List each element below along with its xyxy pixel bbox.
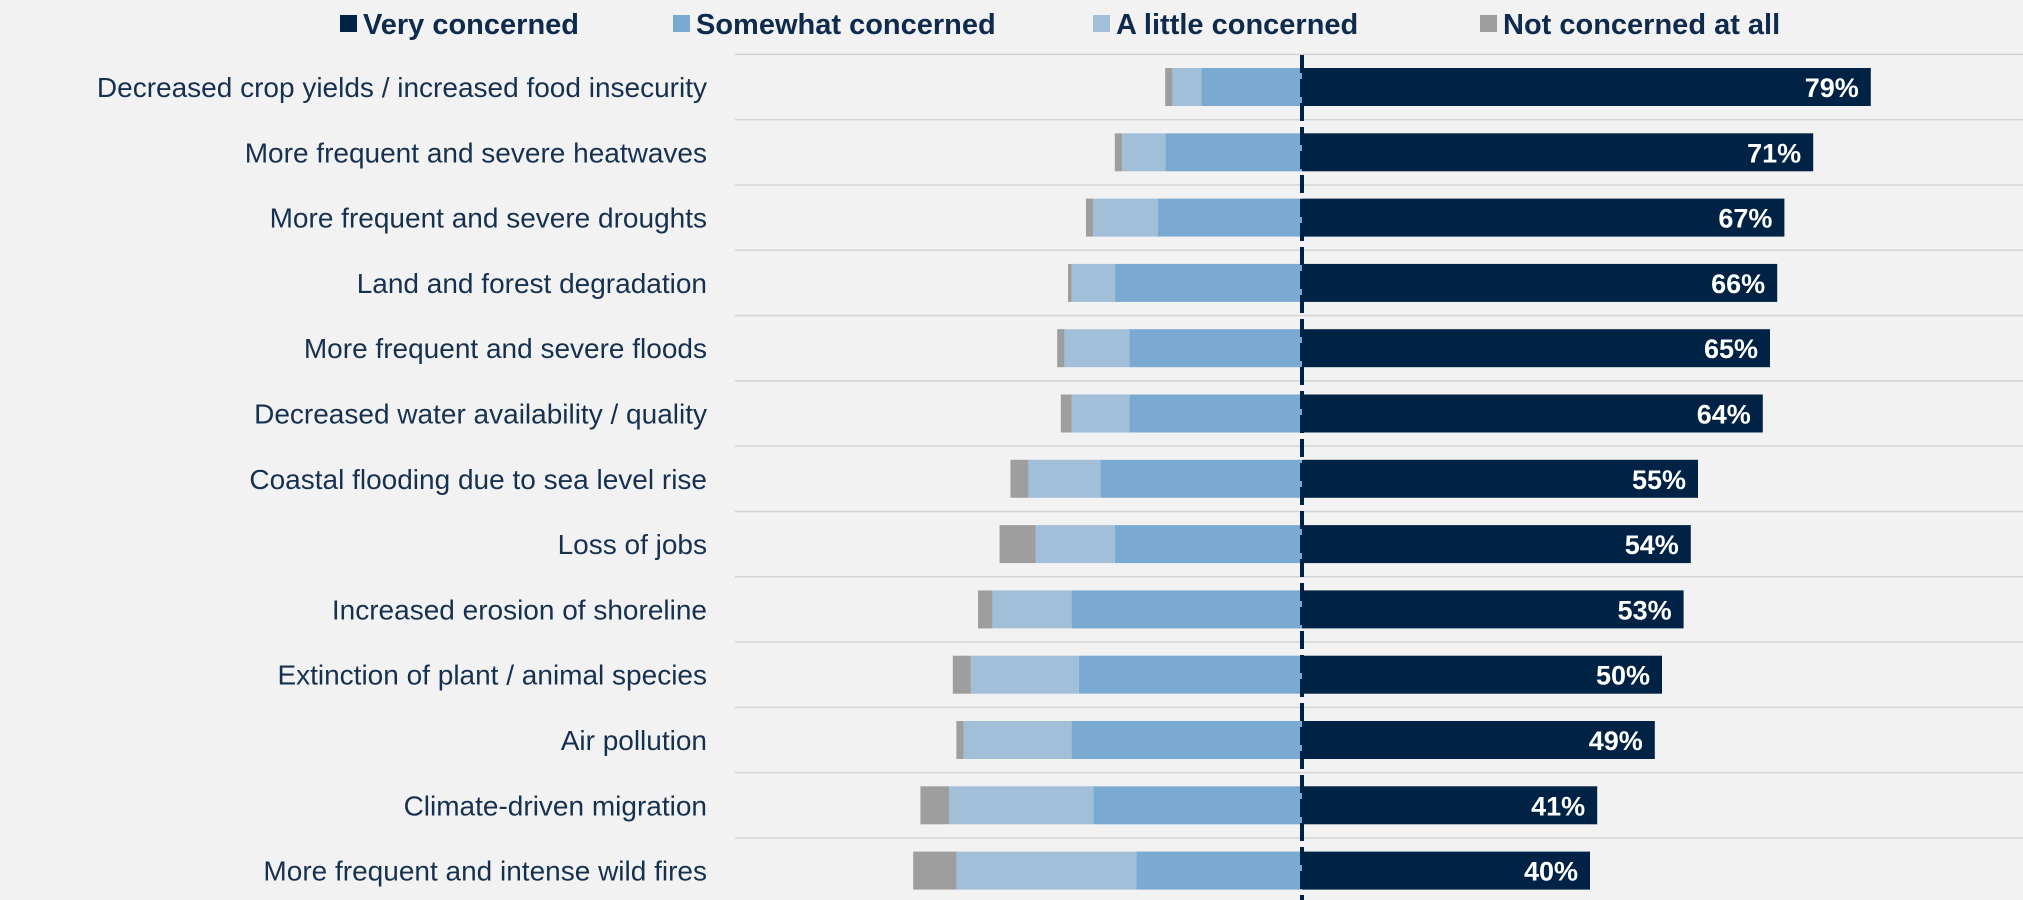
category-label-2: More frequent and severe droughts xyxy=(270,203,707,234)
bar-not-concerned-at-all-3 xyxy=(1068,263,1072,302)
category-label-6: Coastal flooding due to sea level rise xyxy=(249,464,707,495)
category-label-1: More frequent and severe heatwaves xyxy=(245,137,707,168)
bar-somewhat-concerned-12 xyxy=(1136,851,1302,890)
bar-not-concerned-at-all-4 xyxy=(1057,329,1065,368)
value-label-9: 50% xyxy=(1596,661,1650,691)
bar-not-concerned-at-all-12 xyxy=(913,851,957,890)
value-label-2: 67% xyxy=(1718,204,1772,234)
legend-label-0: Very concerned xyxy=(363,9,579,41)
bar-very-concerned-0 xyxy=(1302,68,1871,106)
bar-somewhat-concerned-11 xyxy=(1093,786,1302,825)
bar-very-concerned-10 xyxy=(1302,721,1655,759)
bar-not-concerned-at-all-9 xyxy=(952,655,971,694)
bar-not-concerned-at-all-0 xyxy=(1165,68,1173,106)
bar-a-little-concerned-6 xyxy=(1028,459,1101,498)
category-label-3: Land and forest degradation xyxy=(357,268,707,299)
bar-a-little-concerned-3 xyxy=(1071,263,1115,302)
legend-label-3: Not concerned at all xyxy=(1503,9,1780,41)
legend-label-1: Somewhat concerned xyxy=(696,9,996,41)
category-label-10: Air pollution xyxy=(561,725,707,756)
bar-somewhat-concerned-8 xyxy=(1071,590,1302,629)
value-label-7: 54% xyxy=(1625,530,1679,560)
bar-not-concerned-at-all-1 xyxy=(1114,133,1122,172)
bar-series: 79% 71% 67% 66% 65% 64% 55% 54% 53% 50% 49% 41% 40% xyxy=(913,68,1871,890)
bar-very-concerned-9 xyxy=(1302,655,1662,694)
value-label-8: 53% xyxy=(1618,595,1672,625)
bar-a-little-concerned-1 xyxy=(1122,133,1166,172)
bar-somewhat-concerned-6 xyxy=(1100,459,1302,498)
bar-very-concerned-12 xyxy=(1302,851,1590,890)
bar-a-little-concerned-5 xyxy=(1071,394,1130,433)
bar-very-concerned-5 xyxy=(1302,394,1763,433)
category-label-7: Loss of jobs xyxy=(558,529,707,560)
bar-a-little-concerned-7 xyxy=(1035,525,1115,564)
bar-not-concerned-at-all-11 xyxy=(920,786,950,825)
category-label-11: Climate-driven migration xyxy=(404,790,707,821)
bar-not-concerned-at-all-7 xyxy=(999,525,1036,564)
value-label-1: 71% xyxy=(1747,138,1801,168)
chart-legend: Very concerned Somewhat concerned A little… xyxy=(340,9,1780,41)
legend-swatch-0 xyxy=(340,15,357,32)
bar-somewhat-concerned-2 xyxy=(1158,198,1302,237)
gridlines xyxy=(735,53,2023,839)
bar-not-concerned-at-all-2 xyxy=(1086,198,1094,237)
value-label-3: 66% xyxy=(1711,269,1765,299)
value-label-5: 64% xyxy=(1697,400,1751,430)
value-label-10: 49% xyxy=(1589,726,1643,756)
bar-somewhat-concerned-3 xyxy=(1114,263,1302,302)
legend-swatch-3 xyxy=(1480,15,1497,32)
bar-a-little-concerned-4 xyxy=(1064,329,1130,368)
category-label-5: Decreased water availability / quality xyxy=(254,399,707,430)
bar-somewhat-concerned-10 xyxy=(1071,721,1302,759)
bar-somewhat-concerned-0 xyxy=(1201,68,1302,106)
legend-swatch-1 xyxy=(673,15,690,32)
bar-very-concerned-6 xyxy=(1302,459,1698,498)
bar-very-concerned-4 xyxy=(1302,329,1770,368)
bar-somewhat-concerned-4 xyxy=(1129,329,1302,368)
bar-somewhat-concerned-1 xyxy=(1165,133,1302,172)
bar-a-little-concerned-12 xyxy=(956,851,1137,890)
category-label-9: Extinction of plant / animal species xyxy=(277,660,707,691)
category-label-12: More frequent and intense wild fires xyxy=(263,856,707,887)
value-label-0: 79% xyxy=(1805,73,1859,103)
bar-very-concerned-11 xyxy=(1302,786,1598,825)
bar-a-little-concerned-11 xyxy=(949,786,1094,825)
bar-not-concerned-at-all-5 xyxy=(1060,394,1072,433)
legend-label-2: A little concerned xyxy=(1116,9,1358,41)
value-label-12: 40% xyxy=(1524,857,1578,887)
bar-very-concerned-7 xyxy=(1302,525,1691,564)
bar-very-concerned-1 xyxy=(1302,133,1814,172)
bar-very-concerned-8 xyxy=(1302,590,1684,629)
category-label-4: More frequent and severe floods xyxy=(304,333,707,364)
bar-a-little-concerned-8 xyxy=(992,590,1072,629)
bar-not-concerned-at-all-10 xyxy=(956,721,964,759)
category-labels: Decreased crop yields / increased food i… xyxy=(97,72,707,887)
value-label-11: 41% xyxy=(1531,791,1585,821)
bar-not-concerned-at-all-8 xyxy=(978,590,993,629)
legend-swatch-2 xyxy=(1093,15,1110,32)
category-label-0: Decreased crop yields / increased food i… xyxy=(97,72,707,103)
value-label-4: 65% xyxy=(1704,334,1758,364)
category-label-8: Increased erosion of shoreline xyxy=(332,594,707,625)
bar-somewhat-concerned-5 xyxy=(1129,394,1302,433)
bar-very-concerned-3 xyxy=(1302,263,1778,302)
bar-somewhat-concerned-7 xyxy=(1114,525,1302,564)
bar-somewhat-concerned-9 xyxy=(1078,655,1302,694)
value-label-6: 55% xyxy=(1632,465,1686,495)
bar-a-little-concerned-10 xyxy=(963,721,1072,759)
bar-very-concerned-2 xyxy=(1302,198,1785,237)
bar-a-little-concerned-2 xyxy=(1093,198,1158,237)
bar-a-little-concerned-9 xyxy=(970,655,1079,694)
bar-a-little-concerned-0 xyxy=(1172,68,1202,106)
bar-not-concerned-at-all-6 xyxy=(1010,459,1029,498)
